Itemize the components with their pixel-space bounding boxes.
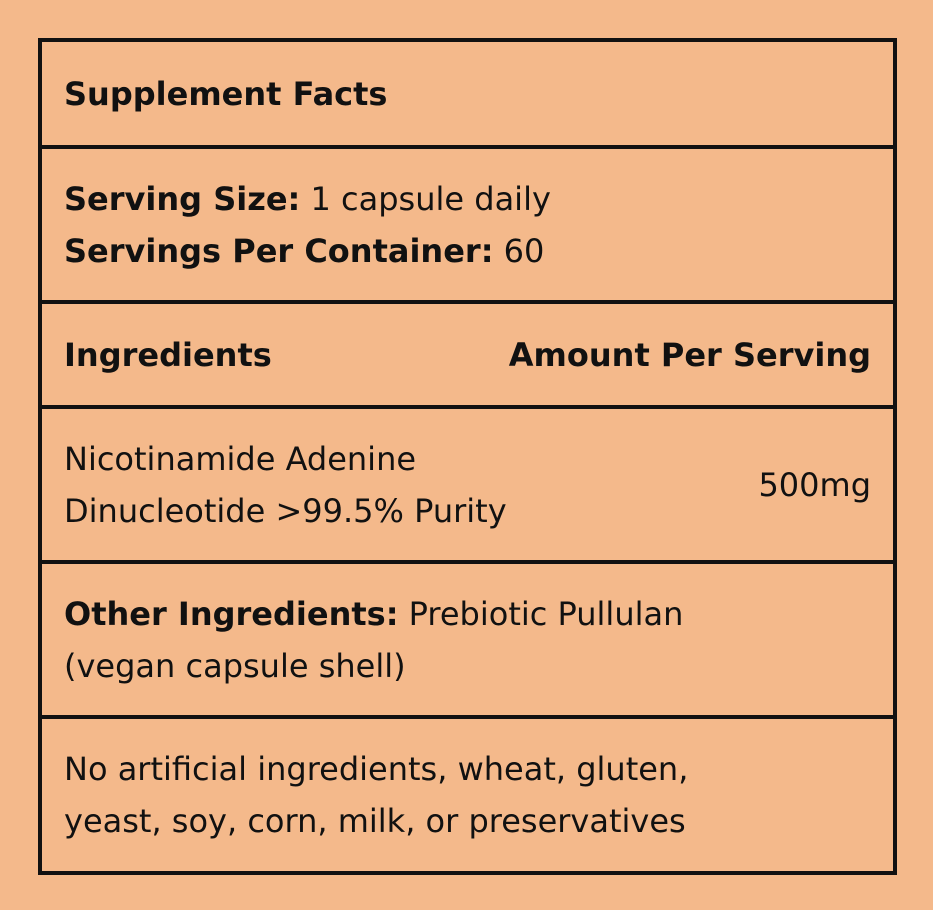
other-ingredients-note: (vegan capsule shell) bbox=[64, 646, 406, 685]
serving-info: Serving Size: 1 capsule daily Servings P… bbox=[42, 149, 893, 304]
other-ingredients-label: Other Ingredients: bbox=[64, 594, 399, 633]
label-title: Supplement Facts bbox=[64, 74, 388, 113]
ingredient-name-line1: Nicotinamide Adenine bbox=[64, 439, 417, 478]
supplement-facts-label: Supplement Facts Serving Size: 1 capsule… bbox=[38, 38, 897, 875]
ingredients-header: Ingredients bbox=[64, 335, 272, 374]
disclaimer-line2: yeast, soy, corn, milk, or preservatives bbox=[64, 802, 686, 840]
servings-per-container-value: 60 bbox=[503, 231, 545, 270]
disclaimer: No artificial ingredients, wheat, gluten… bbox=[42, 719, 893, 871]
servings-per-container: Servings Per Container: 60 bbox=[64, 225, 871, 277]
table-row: Nicotinamide Adenine Dinucleotide >99.5%… bbox=[42, 409, 893, 564]
amount-header: Amount Per Serving bbox=[508, 335, 871, 374]
ingredient-amount: 500mg bbox=[758, 465, 871, 504]
title-row: Supplement Facts bbox=[42, 42, 893, 149]
serving-size: Serving Size: 1 capsule daily bbox=[64, 173, 871, 225]
disclaimer-line1: No artificial ingredients, wheat, gluten… bbox=[64, 750, 689, 788]
serving-size-label: Serving Size: bbox=[64, 179, 301, 218]
ingredient-name: Nicotinamide Adenine Dinucleotide >99.5%… bbox=[64, 433, 507, 537]
serving-size-value: 1 capsule daily bbox=[310, 179, 551, 218]
servings-per-container-label: Servings Per Container: bbox=[64, 231, 494, 270]
ingredient-name-line2: Dinucleotide >99.5% Purity bbox=[64, 491, 507, 530]
other-ingredients: Other Ingredients: Prebiotic Pullulan (v… bbox=[42, 564, 893, 719]
other-ingredients-value: Prebiotic Pullulan bbox=[408, 594, 684, 633]
table-header: Ingredients Amount Per Serving bbox=[42, 304, 893, 409]
